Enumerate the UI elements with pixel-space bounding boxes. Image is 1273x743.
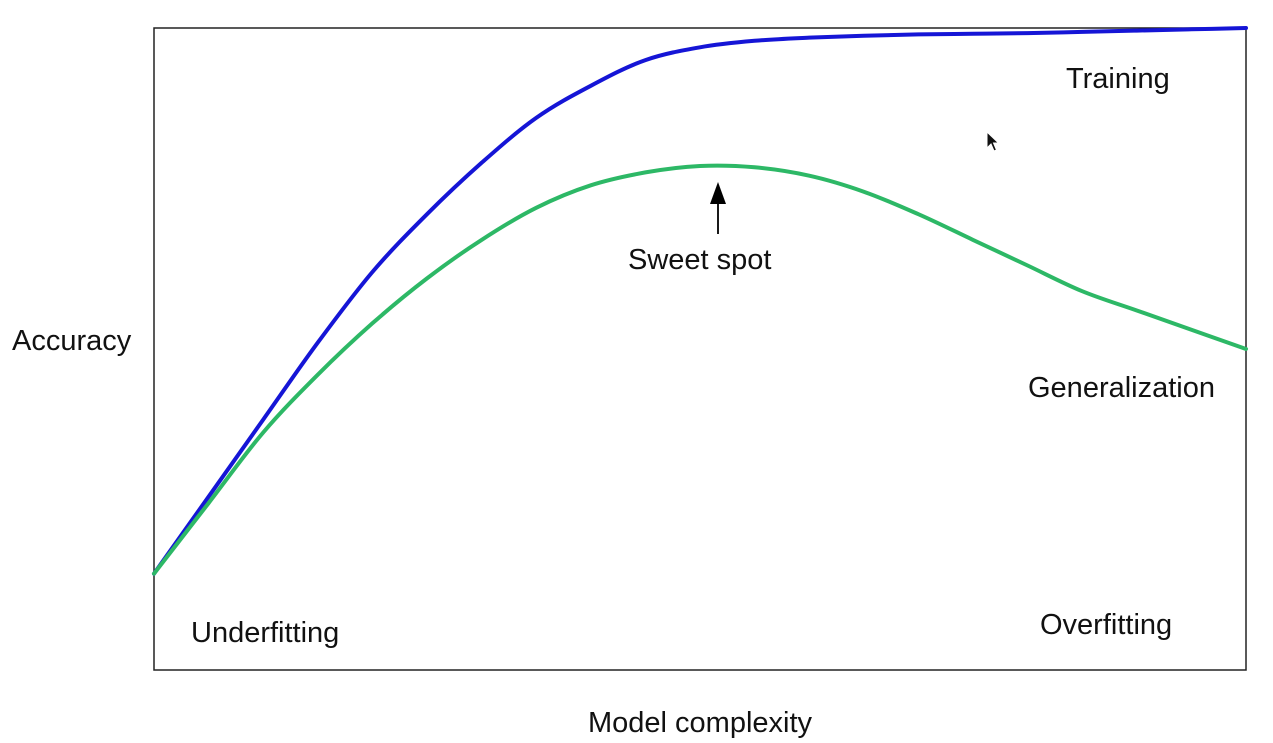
- overfitting-label: Overfitting: [1040, 609, 1172, 641]
- plot-frame: [153, 27, 1247, 671]
- underfitting-label: Underfitting: [191, 617, 339, 649]
- training-curve: [152, 26, 1248, 576]
- x-axis-label: Model complexity: [588, 707, 813, 739]
- sweet-spot-arrow: [710, 182, 726, 234]
- sweet-spot-arrow-head: [710, 182, 726, 204]
- y-axis-label: Accuracy: [12, 325, 132, 357]
- generalization-curve: [152, 163, 1248, 576]
- sweet-spot-label: Sweet spot: [628, 244, 771, 276]
- generalization-series-label: Generalization: [1028, 372, 1215, 404]
- training-series-label: Training: [1066, 63, 1170, 95]
- mouse-cursor-icon: [986, 130, 1000, 152]
